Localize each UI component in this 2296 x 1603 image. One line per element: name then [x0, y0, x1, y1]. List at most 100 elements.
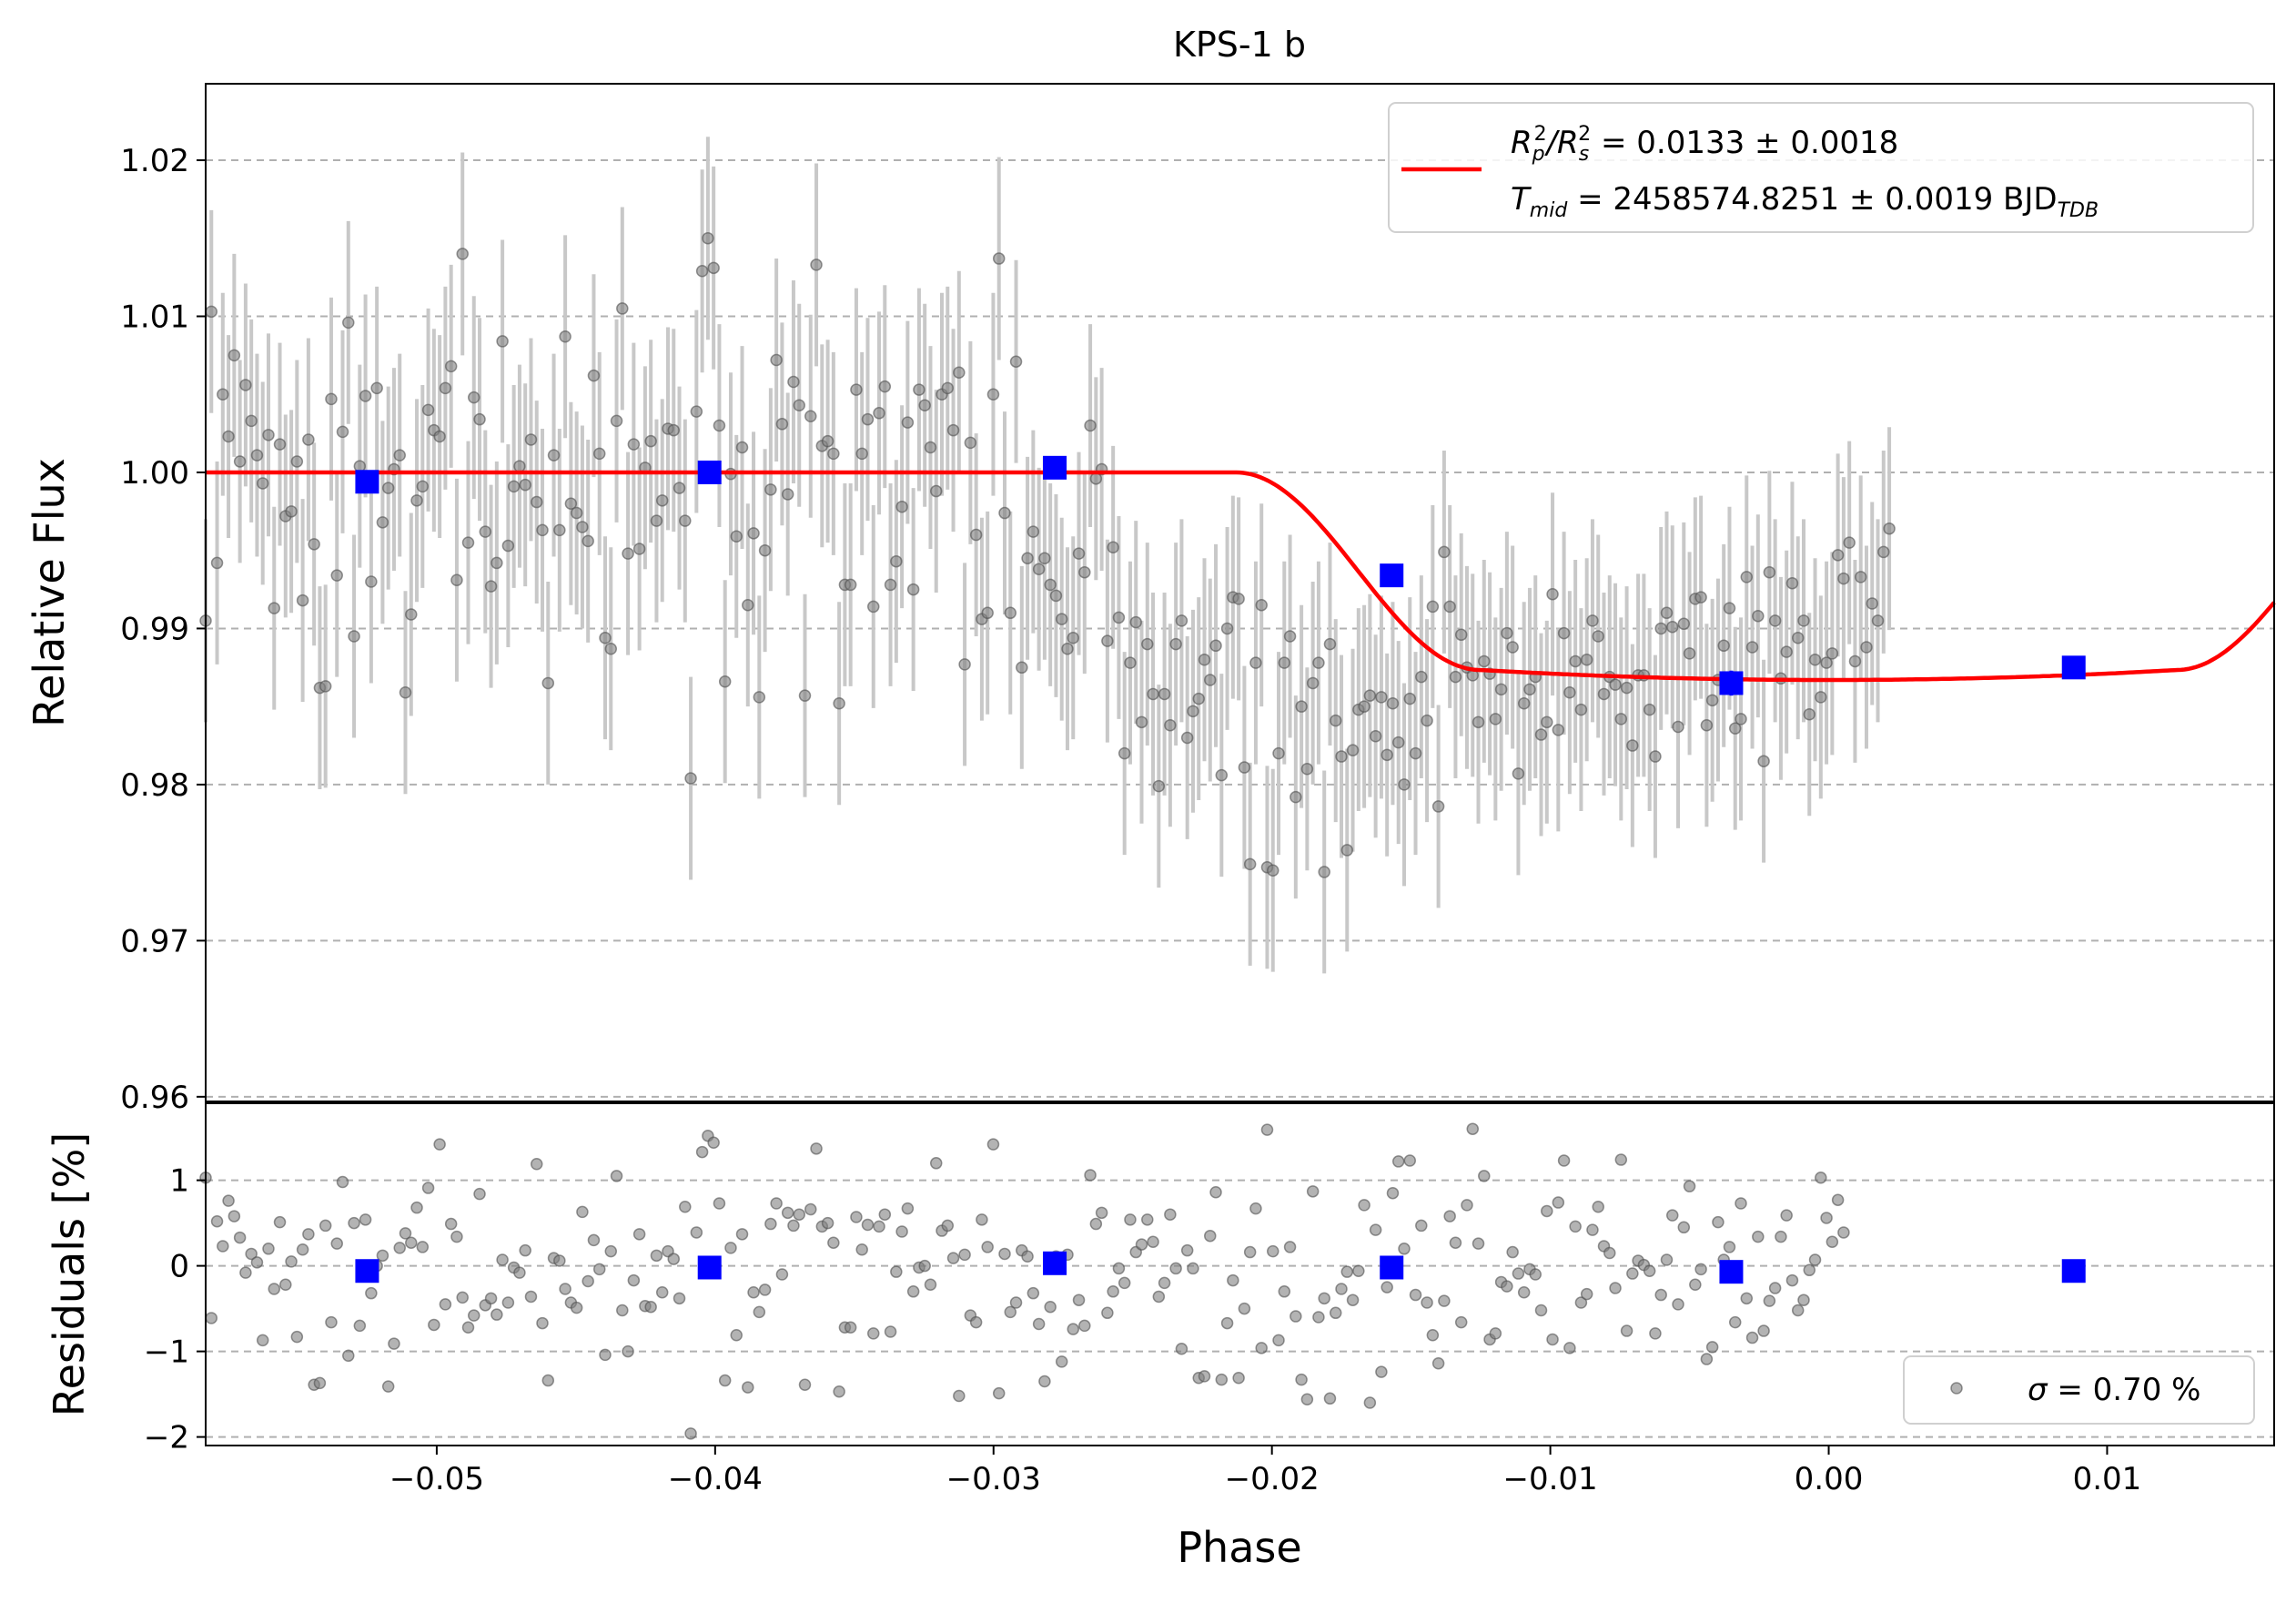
residuals-data-point — [559, 1283, 571, 1295]
residuals-data-point — [713, 1197, 726, 1210]
residuals-data-point — [381, 1380, 395, 1393]
residuals-data-point — [1643, 1264, 1656, 1277]
residuals-data-point — [296, 1243, 309, 1256]
residuals-data-point — [1466, 1122, 1480, 1135]
residuals-data-point — [775, 1268, 789, 1281]
transit-data-point — [679, 514, 692, 527]
residuals-y-ticks: −2 −1 0 1 — [144, 1163, 206, 1456]
transit-data-point — [1752, 609, 1765, 623]
transit-data-point — [1295, 700, 1308, 713]
residuals-data-point — [781, 1206, 794, 1220]
residuals-data-point — [576, 1205, 589, 1219]
residuals-data-point — [302, 1228, 315, 1241]
transit-data-point — [302, 433, 315, 446]
transit-data-point — [1431, 800, 1445, 813]
transit-data-point — [599, 631, 612, 644]
residuals-data-point — [239, 1266, 252, 1279]
transit-data-point — [946, 423, 960, 437]
transit-data-point — [929, 484, 943, 498]
transit-data-point — [524, 433, 538, 446]
transit-data-point — [958, 658, 971, 671]
transit-data-point — [770, 353, 783, 367]
transit-legend-tmid: Tmid = 2458574.8251 ± 0.0019 BJDTDB — [1511, 181, 2099, 222]
residuals-data-point — [953, 1389, 966, 1403]
transit-data-point — [793, 399, 805, 411]
residuals-data-point — [1112, 1262, 1126, 1275]
transit-data-point — [804, 410, 817, 422]
transit-data-point — [695, 265, 709, 278]
residuals-data-point — [496, 1253, 509, 1266]
transit-data-point — [906, 583, 920, 596]
residuals-data-point — [553, 1254, 566, 1267]
transit-data-point — [1557, 626, 1571, 640]
transit-legend: Rp2/Rs2 = 0.0133 ± 0.0018 Tmid = 2458574… — [1388, 102, 2254, 233]
residuals-data-point — [1340, 1265, 1354, 1278]
transit-data-point — [735, 441, 749, 454]
transit-data-point — [1443, 600, 1456, 614]
transit-data-point — [850, 383, 863, 396]
transit-data-point — [1866, 597, 1878, 610]
residuals-data-point — [718, 1374, 732, 1387]
residuals-data-point — [1415, 1219, 1428, 1233]
transit-data-point — [1038, 552, 1051, 565]
residuals-data-point — [319, 1219, 332, 1233]
residuals-x-ticks: −0.05 −0.04 −0.03 −0.02 −0.01 0.00 0.01 — [389, 1446, 2141, 1497]
transit-data-point — [1877, 545, 1890, 559]
transit-data-point — [273, 438, 287, 451]
residuals-data-point — [735, 1228, 749, 1241]
residuals-data-point — [222, 1194, 235, 1207]
transit-data-point — [1016, 661, 1028, 675]
transit-data-point — [1187, 705, 1199, 718]
residuals-data-point — [513, 1266, 526, 1279]
transit-data-point — [1164, 719, 1177, 732]
residuals-binned-point — [355, 1259, 379, 1283]
residuals-data-point — [1027, 1286, 1040, 1300]
transit-data-point — [479, 525, 492, 538]
residuals-data-point — [570, 1301, 583, 1314]
residuals-data-point — [1272, 1334, 1285, 1347]
residuals-data-point — [1290, 1310, 1302, 1323]
transit-data-point — [1569, 654, 1582, 668]
transit-data-point — [1118, 746, 1131, 760]
residuals-data-point — [399, 1227, 412, 1240]
transit-data-point — [1523, 683, 1536, 696]
transit-data-point — [764, 483, 777, 496]
transit-data-point — [250, 449, 264, 462]
transit-data-point — [410, 494, 423, 507]
transit-data-point — [1323, 637, 1337, 651]
x-tick-label: −0.04 — [668, 1461, 763, 1497]
transit-data-point — [1318, 866, 1330, 878]
residuals-axes-frame — [205, 1102, 2275, 1446]
transit-data-point — [1723, 602, 1736, 614]
residuals-legend-box — [1903, 1355, 2255, 1425]
transit-data-point — [290, 455, 304, 468]
transit-binned-point — [697, 460, 722, 484]
residuals-data-point — [388, 1337, 400, 1350]
residuals-data-point — [1021, 1250, 1034, 1263]
residuals-data-point — [273, 1215, 287, 1229]
transit-data-point — [1501, 626, 1513, 640]
transit-data-point — [775, 418, 789, 431]
residuals-data-point — [393, 1242, 406, 1254]
residuals-data-point — [536, 1316, 549, 1330]
residuals-data-point — [1124, 1213, 1137, 1226]
transit-data-point — [890, 554, 903, 568]
residuals-data-point — [444, 1217, 458, 1231]
residuals-y-tick-label: 1 — [169, 1163, 189, 1200]
residuals-data-point — [924, 1278, 937, 1292]
residuals-data-point — [450, 1230, 463, 1243]
transit-data-point — [308, 538, 320, 551]
residuals-data-point — [592, 1263, 606, 1276]
residuals-data-point — [250, 1256, 264, 1269]
residuals-data-point — [1232, 1371, 1245, 1385]
residuals-data-point — [1295, 1373, 1308, 1386]
transit-data-point — [541, 676, 555, 690]
transit-data-point — [1340, 844, 1354, 857]
residuals-data-point — [753, 1305, 766, 1319]
transit-data-point — [1198, 653, 1211, 666]
transit-data-point — [1745, 641, 1759, 654]
x-tick-label: −0.02 — [1225, 1461, 1320, 1497]
residuals-data-point — [1255, 1342, 1268, 1354]
residuals-data-point — [632, 1228, 646, 1241]
transit-data-point — [553, 523, 566, 537]
